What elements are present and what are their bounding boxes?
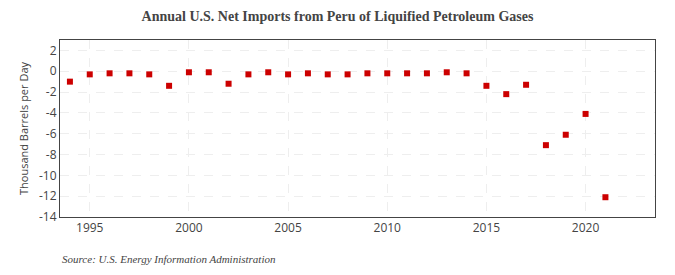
svg-text:Annual U.S. Net Imports from P: Annual U.S. Net Imports from Peru of Liq… <box>142 9 534 24</box>
svg-text:2015: 2015 <box>473 219 501 236</box>
svg-text:-14: -14 <box>39 208 57 225</box>
svg-text:-4: -4 <box>46 104 57 121</box>
svg-text:-8: -8 <box>46 146 57 163</box>
svg-text:Source: U.S. Energy Informatio: Source: U.S. Energy Information Administ… <box>62 253 276 265</box>
svg-text:-2: -2 <box>46 83 57 100</box>
svg-text:2000: 2000 <box>175 219 203 236</box>
svg-text:2020: 2020 <box>572 219 600 236</box>
svg-text:1995: 1995 <box>76 219 104 236</box>
svg-text:2005: 2005 <box>274 219 302 236</box>
svg-text:2010: 2010 <box>374 219 402 236</box>
svg-text:2: 2 <box>50 42 57 59</box>
svg-text:0: 0 <box>50 62 57 79</box>
svg-text:Thousand Barrels per Day: Thousand Barrels per Day <box>16 62 31 195</box>
svg-text:-6: -6 <box>46 125 57 142</box>
svg-text:-10: -10 <box>39 167 57 184</box>
svg-text:-12: -12 <box>39 187 57 204</box>
